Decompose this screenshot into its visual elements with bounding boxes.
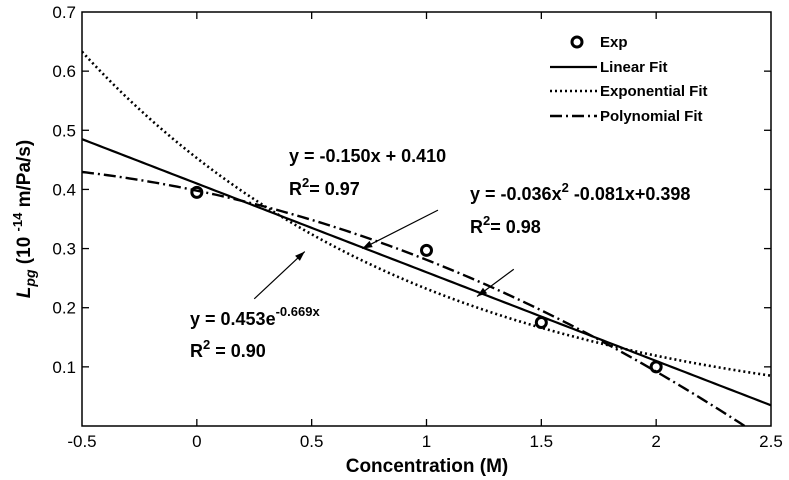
- exp-data-point: [420, 243, 433, 257]
- y-axis-title-sup: -14: [10, 212, 25, 232]
- y-axis-title-main: L: [14, 287, 35, 299]
- annotation-linear-r2-value: = 0.97: [309, 179, 360, 199]
- x-tick-label: -0.5: [67, 432, 96, 451]
- y-axis-title-unit: m/Pa/s): [14, 140, 35, 213]
- annotation-polynomial-r2-value: = 0.98: [490, 217, 541, 237]
- annotation-polynomial-r2-sup: 2: [483, 213, 490, 228]
- ticks-layer: -0.5 0 0.5 1 1.5 2 2.5 0.1 0.2 0.3 0.4 0.5 0.6 0.7: [52, 3, 782, 451]
- annotation-exponential-equation: y = 0.453e-0.669x: [190, 304, 320, 329]
- annotation-polynomial-r2-prefix: R: [470, 217, 483, 237]
- annotation-exponential-r2-value: = 0.90: [210, 341, 266, 361]
- annotation-exponential-r2-sup: 2: [203, 337, 210, 352]
- annotation-polynomial: y = -0.036x2 -0.081x+0.398 R2= 0.98: [470, 180, 690, 237]
- y-axis-title-part: (10: [14, 231, 35, 269]
- x-tick-label: 2.5: [759, 432, 783, 451]
- polynomial-fit-line: [82, 170, 747, 426]
- exp-data-point: [190, 185, 204, 199]
- annotation-polynomial-r2: R2= 0.98: [470, 213, 541, 237]
- x-tick-label: 0.5: [300, 432, 324, 451]
- x-tick-label: 0: [192, 432, 201, 451]
- exp-data-point: [649, 360, 663, 374]
- legend: Exp Linear Fit Exponential Fit Polynomia…: [550, 34, 708, 125]
- y-tick-label: 0.4: [52, 180, 76, 199]
- annotation-exponential-eq-prefix: y = 0.453e: [190, 309, 276, 329]
- annotation-linear-equation: y = -0.150x + 0.410: [289, 146, 446, 166]
- annotation-exponential-r2-prefix: R: [190, 341, 203, 361]
- exponential-fit-line: [82, 50, 771, 377]
- annotation-polynomial-eq-rest: -0.081x+0.398: [569, 184, 691, 204]
- annotation-exponential-r2: R2 = 0.90: [190, 337, 266, 361]
- legend-linear-label: Linear Fit: [600, 59, 668, 76]
- y-axis-title: Lpg (10 -14 m/Pa/s): [10, 140, 38, 298]
- exponential-annotation-arrow-head: [295, 251, 305, 261]
- annotation-linear-r2: R2= 0.97: [289, 175, 360, 199]
- y-axis-title-sub: pg: [22, 269, 38, 288]
- annotation-linear-r2-prefix: R: [289, 179, 302, 199]
- x-axis-title: Concentration (M): [346, 456, 509, 477]
- exponential-annotation-arrow: [253, 251, 306, 300]
- y-tick-label: 0.1: [52, 358, 76, 377]
- annotation-polynomial-eq-prefix: y = -0.036x: [470, 184, 562, 204]
- legend-exponential-label: Exponential Fit: [600, 83, 708, 100]
- x-tick-label: 1.5: [530, 432, 554, 451]
- y-tick-label: 0.2: [52, 299, 76, 318]
- annotation-exponential: y = 0.453e-0.669x R2 = 0.90: [190, 304, 320, 361]
- legend-polynomial-label: Polynomial Fit: [600, 108, 703, 125]
- annotation-polynomial-eq-sup: 2: [562, 180, 569, 195]
- plot-area: [81, 11, 772, 427]
- y-tick-label: 0.5: [52, 121, 76, 140]
- y-tick-label: 0.3: [52, 240, 76, 259]
- legend-exp-marker: [570, 35, 584, 49]
- linear-annotation-arrow: [361, 209, 439, 250]
- x-tick-label: 1: [422, 432, 431, 451]
- x-tick-label: 2: [651, 432, 660, 451]
- annotation-linear: y = -0.150x + 0.410 R2= 0.97: [289, 146, 446, 199]
- arrows-layer: [253, 209, 515, 300]
- legend-exp-label: Exp: [600, 34, 628, 51]
- linear-annotation-arrow-head: [362, 240, 373, 249]
- annotation-linear-r2-sup: 2: [302, 175, 309, 190]
- exp-data-point: [534, 316, 548, 329]
- polynomial-annotation-arrow-head: [477, 287, 488, 297]
- y-tick-label: 0.6: [52, 62, 76, 81]
- annotation-exponential-eq-sup: -0.669x: [276, 304, 321, 319]
- markers-layer: [190, 185, 663, 374]
- y-tick-label: 0.7: [52, 3, 76, 22]
- annotation-polynomial-equation: y = -0.036x2 -0.081x+0.398: [470, 180, 690, 204]
